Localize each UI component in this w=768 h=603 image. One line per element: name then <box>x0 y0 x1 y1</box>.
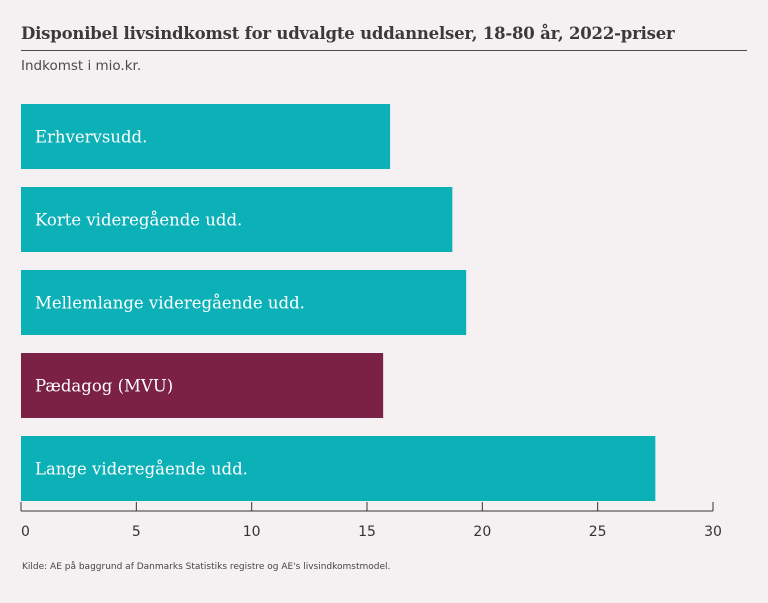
x-tick-label-5: 5 <box>132 524 141 540</box>
bar-label-mellemlange-videregaende-udd: Mellemlange videregående udd. <box>35 294 305 313</box>
x-tick-label-10: 10 <box>243 524 261 540</box>
x-tick-label-30: 30 <box>704 524 722 540</box>
bar-erhvervsudd <box>21 104 391 169</box>
bar-label-paedagog-mvu: Pædagog (MVU) <box>35 377 173 396</box>
x-tick-label-0: 0 <box>21 524 30 540</box>
unit-label: Indkomst i mio.kr. <box>21 58 142 74</box>
title-divider <box>21 50 747 51</box>
bar-korte-videregaende-udd <box>21 187 453 252</box>
bar-mellemlange-videregaende-udd <box>21 270 467 335</box>
source-note: Kilde: AE på baggrund af Danmarks Statis… <box>22 562 391 572</box>
bar-lange-videregaende-udd <box>21 436 656 501</box>
x-tick-label-20: 20 <box>473 524 491 540</box>
chart-title: Disponibel livsindkomst for udvalgte udd… <box>21 24 675 43</box>
bar-paedagog-mvu <box>21 353 384 418</box>
x-tick-label-15: 15 <box>358 524 376 540</box>
x-tick-label-25: 25 <box>589 524 607 540</box>
bar-label-korte-videregaende-udd: Korte videregående udd. <box>35 211 242 230</box>
bar-label-erhvervsudd: Erhvervsudd. <box>35 128 147 147</box>
bar-label-lange-videregaende-udd: Lange videregående udd. <box>35 460 248 479</box>
